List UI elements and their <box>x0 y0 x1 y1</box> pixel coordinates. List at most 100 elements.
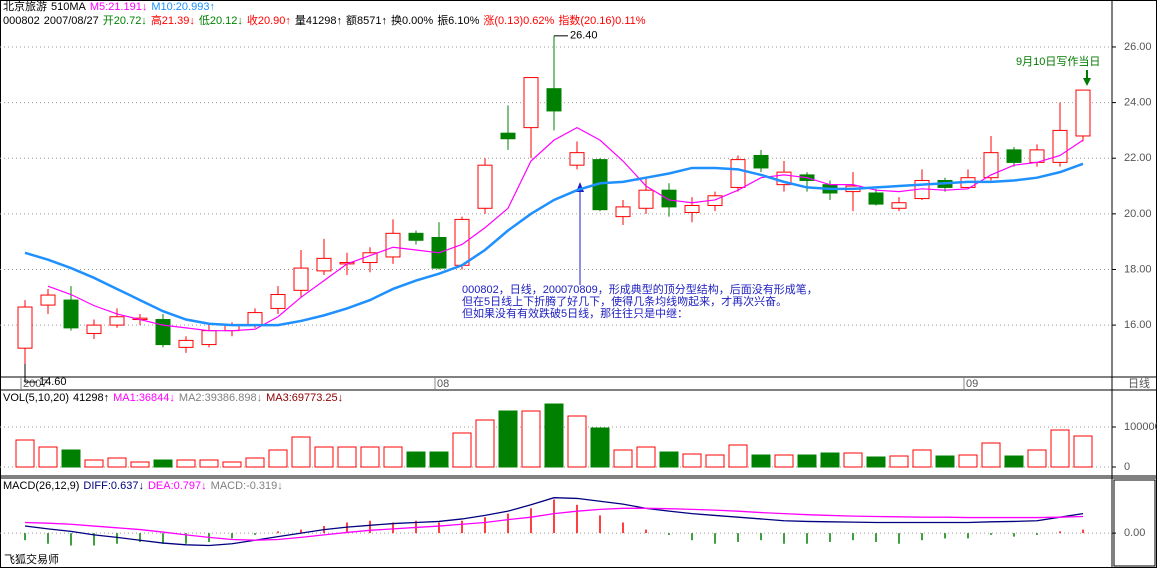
volume-bar <box>797 454 817 468</box>
volume-bar <box>981 442 1001 468</box>
candle-body <box>523 77 539 129</box>
volume-bar <box>452 432 472 468</box>
volume-header: VOL(5,10,20) 41298↑ MA1:36844↓ MA2:39386.89… <box>3 392 347 405</box>
candle-body <box>868 192 884 205</box>
header-item: 涨(0.13)0.62% <box>483 15 555 27</box>
candle-body <box>1075 89 1091 137</box>
header-item: 额8571↑ <box>346 15 387 27</box>
volume-bar <box>912 449 932 468</box>
header-item: MACD(26,12,9) <box>3 480 80 492</box>
header-item: 北京旅游 <box>3 1 47 13</box>
candle-body <box>247 312 263 326</box>
volume-bar <box>820 452 840 468</box>
volume-bar <box>1073 435 1093 468</box>
volume-bar <box>636 446 656 468</box>
y-tick-label: 26.00 <box>1124 41 1152 53</box>
candle-body <box>983 152 999 179</box>
line-series <box>24 497 1084 547</box>
candle-body <box>891 202 907 209</box>
header-item: 量41298↑ <box>294 15 342 27</box>
candle-body <box>201 330 217 346</box>
header-item: 换0.00% <box>390 15 434 27</box>
candle-body <box>730 159 746 188</box>
macd-header: MACD(26,12,9) DIFF:0.637↓ DEA:0.797↓ MACD:-… <box>3 480 287 493</box>
volume-bar <box>153 459 173 468</box>
header-item: 收20.90↑ <box>246 15 291 27</box>
volume-bar <box>130 461 150 468</box>
volume-bar <box>521 410 541 468</box>
candle-body <box>63 299 79 329</box>
volume-bar <box>84 459 104 468</box>
volume-bar <box>590 427 610 468</box>
header-item: MA1:36844↓ <box>113 392 175 404</box>
volume-bar <box>1027 449 1047 468</box>
volume-bar <box>498 410 518 468</box>
y-tick-label: 20.00 <box>1124 208 1152 220</box>
candle-body <box>270 294 286 309</box>
volume-bar <box>889 455 909 468</box>
low-pointer <box>24 364 37 383</box>
header-item: M10:20.993↑ <box>151 1 215 13</box>
app-name: 飞狐交易师 <box>4 552 59 566</box>
volume-bar <box>268 449 288 468</box>
candle-body <box>316 257 332 272</box>
volume-bar <box>107 457 127 468</box>
volume-bar <box>544 403 564 468</box>
today-arrowhead <box>1083 78 1091 86</box>
candle-body <box>684 205 700 213</box>
header-item: VOL(5,10,20) <box>3 392 70 404</box>
axis-box <box>1113 479 1156 567</box>
candle-body <box>638 189 654 209</box>
header-item: 低20.12↓ <box>198 15 243 27</box>
volume-bar <box>429 451 449 468</box>
header-line: 000802 2007/08/27 开20.72↓ 高21.39↓ 低20.12↓ 收20… <box>3 15 650 28</box>
candle-body <box>385 232 401 258</box>
note-text: 但在5日线上下折腾了好几下，使得几条均线吻起来，才再次兴奋。 <box>462 294 787 308</box>
candle-body <box>86 324 102 334</box>
candle-body <box>40 294 56 306</box>
volume-bar <box>291 436 311 468</box>
y-tick-label: 22.00 <box>1124 152 1152 164</box>
y-tick-label: 0 <box>1124 461 1130 473</box>
candle-body <box>753 154 769 169</box>
candle-body <box>477 164 493 209</box>
volume-bar <box>866 456 886 468</box>
y-tick-label: 16.00 <box>1124 319 1152 331</box>
candle-body <box>1052 129 1068 163</box>
header-item: 高21.39↓ <box>150 15 195 27</box>
candle-body <box>569 152 585 166</box>
volume-bar <box>751 454 771 468</box>
volume-bar <box>38 446 58 468</box>
header-item: MA3:69773.25↓ <box>266 392 344 404</box>
header-item: MA2:39386.898↓ <box>178 392 263 404</box>
candle-body <box>408 232 424 241</box>
header-item: MACD:-0.319↓ <box>210 480 283 492</box>
header-item: 指数(20.16)0.11% <box>558 15 646 27</box>
y-tick-label: 18.00 <box>1124 263 1152 275</box>
header-item: M5:21.191↓ <box>89 1 148 13</box>
candle-body <box>454 218 470 266</box>
volume-bar <box>222 461 242 468</box>
line-series <box>24 162 1084 327</box>
candle-body <box>661 189 677 208</box>
line-series <box>47 126 1084 332</box>
volume-bar <box>567 415 587 468</box>
note-text: 000802，日线，200070809，形成典型的顶分型结构，后面没有形成笔， <box>462 282 818 296</box>
volume-bar <box>935 455 955 468</box>
candle-body <box>615 206 631 218</box>
note-text: 但如果没有有效跌破5日线，那往往只是中继： <box>462 306 688 320</box>
volume-bar <box>406 451 426 468</box>
x-tick-label: 08 <box>437 378 449 390</box>
volume-bar <box>314 446 334 468</box>
volume-bar <box>15 439 35 468</box>
header-line: 北京旅游 510MA M5:21.191↓ M10:20.993↑ <box>3 1 219 14</box>
header-item: 2007/08/27 <box>43 15 99 27</box>
volume-bar <box>1050 429 1070 468</box>
today-label: 9月10日写作当日 <box>1016 54 1100 68</box>
candle-body <box>293 267 309 291</box>
volume-bar <box>475 419 495 468</box>
candle-body <box>178 339 194 348</box>
